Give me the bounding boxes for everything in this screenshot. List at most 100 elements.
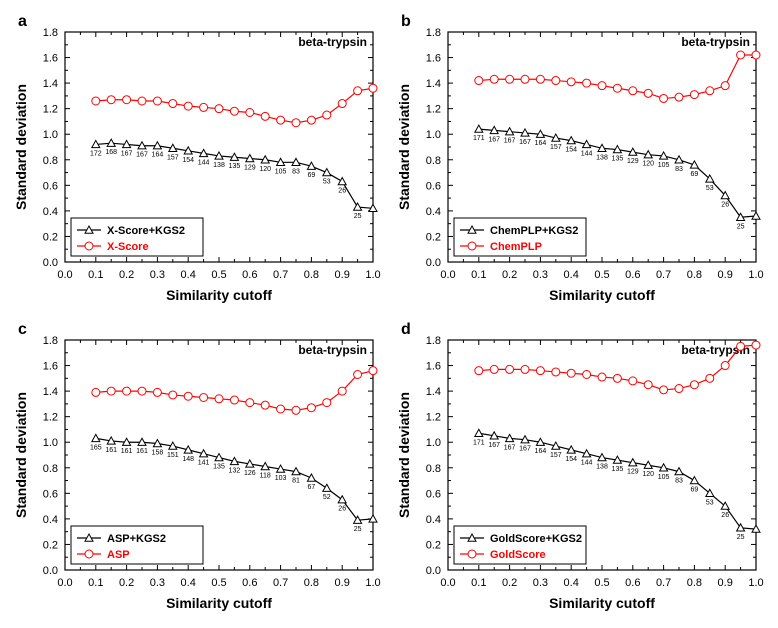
marker-circle-icon xyxy=(169,100,177,108)
chart-panel-a: 0.00.10.20.30.40.50.60.70.80.91.00.00.20… xyxy=(10,10,385,310)
count-label: 144 xyxy=(581,460,593,467)
count-label: 25 xyxy=(737,534,745,541)
marker-circle-icon xyxy=(215,105,223,113)
count-label: 144 xyxy=(581,150,593,157)
marker-circle-icon xyxy=(277,116,285,124)
marker-circle-icon xyxy=(123,96,131,104)
x-axis-label: Similarity cutoff xyxy=(549,595,655,611)
marker-circle-icon xyxy=(184,392,192,400)
x-tick-label: 1.0 xyxy=(748,577,763,589)
count-label: 172 xyxy=(90,150,102,157)
x-tick-label: 0.9 xyxy=(718,577,733,589)
y-tick-label: 1.4 xyxy=(43,78,58,90)
marker-circle-icon xyxy=(567,369,575,377)
legend-circle-icon xyxy=(468,550,476,558)
marker-circle-icon xyxy=(92,97,100,105)
marker-circle-icon xyxy=(92,388,100,396)
x-tick-label: 0.5 xyxy=(594,269,609,281)
y-tick-label: 1.0 xyxy=(43,437,58,449)
count-label: 83 xyxy=(675,166,683,173)
count-label: 105 xyxy=(658,474,670,481)
x-axis-label: Similarity cutoff xyxy=(166,287,272,303)
x-tick-label: 0.0 xyxy=(440,269,455,281)
x-tick-label: 0.0 xyxy=(57,577,72,589)
y-tick-label: 0.2 xyxy=(43,231,58,243)
marker-circle-icon xyxy=(721,82,729,90)
legend-label: X-Score+KGS2 xyxy=(107,225,185,237)
legend-label: GoldScore xyxy=(490,549,546,561)
count-label: 25 xyxy=(354,213,362,220)
x-tick-label: 0.6 xyxy=(242,577,257,589)
panel-letter: b xyxy=(401,13,411,30)
y-tick-label: 1.0 xyxy=(426,129,441,141)
marker-circle-icon xyxy=(737,342,745,350)
marker-circle-icon xyxy=(629,87,637,95)
marker-circle-icon xyxy=(307,404,315,412)
count-label: 53 xyxy=(706,185,714,192)
marker-circle-icon xyxy=(536,75,544,83)
marker-circle-icon xyxy=(323,399,331,407)
count-label: 158 xyxy=(152,450,164,457)
y-tick-label: 1.2 xyxy=(426,412,441,424)
marker-circle-icon xyxy=(107,96,115,104)
marker-triangle-icon xyxy=(338,178,346,185)
marker-triangle-icon xyxy=(690,477,698,484)
count-label: 135 xyxy=(213,464,225,471)
marker-circle-icon xyxy=(629,377,637,385)
marker-circle-icon xyxy=(230,396,238,404)
x-tick-label: 0.3 xyxy=(533,577,548,589)
x-tick-label: 0.8 xyxy=(304,269,319,281)
x-tick-label: 0.8 xyxy=(687,577,702,589)
chart-panel-d: 0.00.10.20.30.40.50.60.70.80.91.00.00.20… xyxy=(393,318,768,618)
marker-circle-icon xyxy=(506,365,514,373)
marker-circle-icon xyxy=(613,374,621,382)
x-tick-label: 0.0 xyxy=(440,577,455,589)
marker-triangle-icon xyxy=(92,434,100,441)
y-tick-label: 0.8 xyxy=(43,463,58,475)
panel-c: 0.00.10.20.30.40.50.60.70.80.91.00.00.20… xyxy=(10,318,385,618)
y-axis-label: Standard deviation xyxy=(13,84,29,210)
y-tick-label: 1.8 xyxy=(43,335,58,347)
count-label: 157 xyxy=(550,452,562,459)
marker-circle-icon xyxy=(690,91,698,99)
count-label: 167 xyxy=(519,446,531,453)
marker-circle-icon xyxy=(521,365,529,373)
marker-triangle-icon xyxy=(354,203,362,210)
legend-circle-icon xyxy=(468,242,476,250)
panel-letter: c xyxy=(18,321,27,338)
count-label: 105 xyxy=(275,168,287,175)
count-label: 157 xyxy=(167,154,179,161)
count-label: 154 xyxy=(565,147,577,154)
count-label: 154 xyxy=(182,157,194,164)
x-axis-label: Similarity cutoff xyxy=(166,595,272,611)
marker-circle-icon xyxy=(292,406,300,414)
marker-circle-icon xyxy=(660,94,668,102)
marker-triangle-icon xyxy=(338,496,346,503)
count-label: 81 xyxy=(292,478,300,485)
count-label: 144 xyxy=(198,159,210,166)
marker-circle-icon xyxy=(323,111,331,119)
y-tick-label: 1.6 xyxy=(426,361,441,373)
panel-letter: d xyxy=(401,321,411,338)
count-label: 154 xyxy=(565,456,577,463)
x-axis-label: Similarity cutoff xyxy=(549,287,655,303)
marker-circle-icon xyxy=(721,362,729,370)
legend-circle-icon xyxy=(85,550,93,558)
marker-circle-icon xyxy=(506,75,514,83)
x-tick-label: 0.2 xyxy=(502,269,517,281)
x-tick-label: 0.6 xyxy=(625,577,640,589)
count-label: 161 xyxy=(121,448,133,455)
x-tick-label: 0.5 xyxy=(211,577,226,589)
x-tick-label: 0.2 xyxy=(502,577,517,589)
marker-circle-icon xyxy=(184,102,192,110)
count-label: 129 xyxy=(627,158,639,165)
count-label: 26 xyxy=(338,506,346,513)
y-tick-label: 1.4 xyxy=(43,386,58,398)
marker-circle-icon xyxy=(583,79,591,87)
marker-triangle-icon xyxy=(475,125,483,132)
marker-circle-icon xyxy=(521,75,529,83)
chart-panel-c: 0.00.10.20.30.40.50.60.70.80.91.00.00.20… xyxy=(10,318,385,618)
marker-circle-icon xyxy=(536,367,544,375)
legend-box xyxy=(71,526,203,564)
count-label: 120 xyxy=(642,161,654,168)
